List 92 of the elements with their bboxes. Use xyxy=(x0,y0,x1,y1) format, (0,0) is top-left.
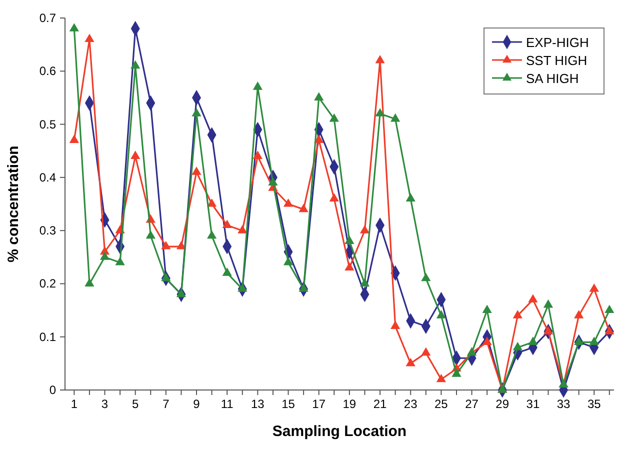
point xyxy=(314,92,324,100)
point xyxy=(329,193,339,202)
x-tick-label: 7 xyxy=(162,397,170,411)
point xyxy=(84,278,94,286)
point xyxy=(421,272,431,282)
point xyxy=(222,220,232,228)
point xyxy=(69,134,79,144)
point xyxy=(252,82,262,90)
point xyxy=(283,198,294,207)
point xyxy=(298,283,308,292)
x-axis-title: Sampling Location xyxy=(272,423,407,440)
legend-label: SST HIGH xyxy=(526,53,588,68)
point xyxy=(360,278,370,286)
y-axis-title: % concentration xyxy=(5,146,22,262)
x-tick-label: 11 xyxy=(220,397,234,411)
y-tick-label: 0.2 xyxy=(39,276,56,291)
x-tick-label: 31 xyxy=(526,397,540,411)
point xyxy=(314,134,324,144)
point xyxy=(100,252,110,260)
x-tick-label: 3 xyxy=(101,397,108,411)
point xyxy=(130,150,140,159)
point xyxy=(130,60,140,69)
point xyxy=(268,177,278,186)
point xyxy=(589,336,599,345)
point xyxy=(84,34,94,42)
legend-label: EXP-HIGH xyxy=(526,35,589,50)
point xyxy=(283,256,294,266)
point xyxy=(207,230,217,239)
point xyxy=(574,336,584,345)
point xyxy=(344,262,354,271)
point xyxy=(69,23,79,32)
point xyxy=(375,54,385,64)
point xyxy=(604,326,614,334)
point xyxy=(512,310,522,318)
legend-label: SA HIGH xyxy=(526,71,579,86)
point xyxy=(604,304,614,314)
point xyxy=(176,240,186,250)
y-tick-label: 0.4 xyxy=(39,170,56,184)
point xyxy=(406,358,416,366)
point xyxy=(543,299,554,308)
point xyxy=(589,283,599,292)
x-tick-label: 35 xyxy=(587,397,602,411)
y-tick-label: 0.3 xyxy=(39,224,56,238)
point xyxy=(238,225,248,234)
point xyxy=(222,268,232,276)
x-tick-label: 33 xyxy=(556,397,571,411)
x-tick-label: 1 xyxy=(70,397,78,411)
point xyxy=(436,310,446,318)
x-tick-label: 15 xyxy=(282,397,296,411)
point xyxy=(574,310,584,318)
y-tick-label: 0.5 xyxy=(39,117,56,132)
point xyxy=(161,240,171,250)
point xyxy=(252,150,262,159)
point xyxy=(436,374,446,382)
x-tick-label: 9 xyxy=(193,397,200,411)
x-tick-label: 27 xyxy=(465,397,479,411)
point xyxy=(375,108,385,116)
point xyxy=(176,288,186,298)
point xyxy=(390,113,400,122)
point xyxy=(482,304,492,314)
point xyxy=(115,256,125,266)
point xyxy=(344,236,354,244)
point xyxy=(452,368,462,377)
y-tick-label: 0.1 xyxy=(39,330,56,344)
point xyxy=(406,193,416,202)
point xyxy=(146,230,156,239)
y-tick-label: 0.6 xyxy=(39,64,56,78)
x-tick-label: 13 xyxy=(251,397,265,411)
point xyxy=(512,342,522,350)
point xyxy=(390,320,400,330)
y-tick-label: 0.7 xyxy=(39,11,56,25)
point xyxy=(192,108,202,116)
point xyxy=(207,198,217,207)
point xyxy=(329,113,339,122)
point xyxy=(298,204,308,212)
point xyxy=(161,272,171,282)
point xyxy=(543,326,554,334)
point xyxy=(421,347,431,356)
point xyxy=(528,294,538,302)
x-tick-label: 17 xyxy=(312,397,326,411)
point xyxy=(482,336,492,345)
point xyxy=(360,225,370,234)
point xyxy=(238,283,248,292)
x-tick-label: 25 xyxy=(434,397,448,411)
point xyxy=(528,336,538,345)
x-tick-label: 21 xyxy=(373,397,388,411)
x-tick-label: 5 xyxy=(132,397,139,411)
x-tick-label: 29 xyxy=(496,397,510,411)
y-tick-label: 0 xyxy=(49,383,56,397)
x-tick-label: 19 xyxy=(342,397,356,411)
point xyxy=(192,166,202,175)
x-tick-label: 23 xyxy=(404,397,418,411)
